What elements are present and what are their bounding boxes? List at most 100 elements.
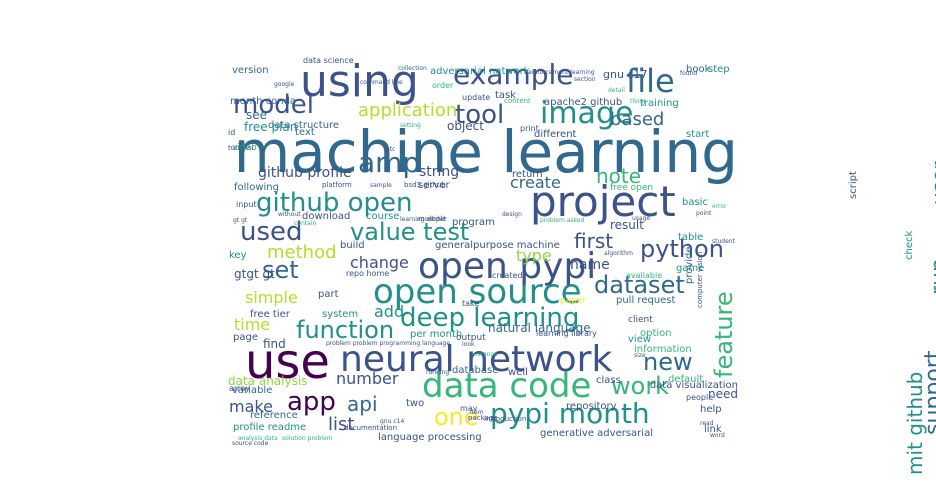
cloud-word: language processing <box>378 432 482 443</box>
cloud-word: find <box>263 337 286 351</box>
cloud-word: add <box>374 302 404 321</box>
cloud-word: method <box>267 242 337 263</box>
cloud-word: return <box>512 169 543 180</box>
cloud-word: apache2 github <box>544 97 622 108</box>
cloud-word: thing <box>630 98 646 105</box>
cloud-word: gnu c17 <box>603 68 647 81</box>
cloud-word: step <box>708 64 730 75</box>
cloud-word: well <box>508 367 528 378</box>
cloud-word: data structure <box>268 120 339 131</box>
cloud-word: create <box>510 173 561 192</box>
cloud-word: problem problem programming language <box>326 340 450 347</box>
cloud-word: api <box>347 392 378 416</box>
cloud-word: reference <box>250 410 298 421</box>
cloud-word: algorithm <box>604 250 633 257</box>
cloud-word: profile readme <box>233 422 306 433</box>
cloud-word: server <box>418 180 451 191</box>
cloud-word: etc <box>386 146 395 153</box>
cloud-word: project <box>530 177 676 226</box>
cloud-word: take <box>462 299 479 308</box>
cloud-word: change <box>350 253 409 272</box>
cloud-word: input <box>236 200 257 209</box>
cloud-word: data code <box>422 366 591 406</box>
cloud-word: user <box>927 161 936 205</box>
cloud-word: adversarial network <box>430 66 530 77</box>
cloud-word: tool <box>455 100 504 130</box>
cloud-word: client <box>628 315 653 325</box>
cloud-word: computer vision <box>696 252 704 308</box>
cloud-word: use <box>245 334 330 390</box>
cloud-word: deep learning <box>400 303 579 333</box>
cloud-word: different <box>534 129 577 140</box>
cloud-word: running <box>426 369 449 376</box>
cloud-word: detail <box>608 87 625 94</box>
cloud-word: game <box>676 263 704 274</box>
cloud-word: update <box>462 93 490 102</box>
cloud-word: default <box>668 374 703 385</box>
cloud-word: data analysis <box>228 374 307 388</box>
cloud-word: usage <box>632 215 650 222</box>
cloud-word: feature <box>710 291 738 378</box>
cloud-word: solution problem <box>282 435 333 442</box>
cloud-word: multiple <box>418 215 447 223</box>
cloud-word: learning library <box>536 329 597 338</box>
cloud-word: github profile <box>258 165 352 181</box>
cloud-word: app <box>287 387 336 417</box>
cloud-word: simple <box>245 288 298 307</box>
cloud-word: people <box>686 393 713 402</box>
cloud-word: sample <box>370 182 392 189</box>
cloud-word: image <box>540 96 633 131</box>
cloud-word: command line <box>360 79 403 86</box>
cloud-word: order <box>432 81 454 90</box>
cloud-word: one <box>434 403 479 431</box>
cloud-word: introduction <box>484 415 526 423</box>
cloud-word: python <box>640 235 724 263</box>
cloud-word: based <box>610 109 664 130</box>
cloud-word: example <box>453 58 574 91</box>
cloud-word: id <box>228 128 235 137</box>
cloud-word: github open <box>256 188 413 218</box>
cloud-word: help <box>700 404 722 415</box>
cloud-word: data visualization <box>650 380 738 391</box>
cloud-word: found <box>680 70 697 77</box>
cloud-word: link <box>704 424 722 435</box>
cloud-word: file <box>626 62 675 100</box>
cloud-word: open source <box>373 272 582 312</box>
cloud-word: source code <box>232 440 269 447</box>
cloud-word: build <box>340 240 365 251</box>
cloud-word: created <box>492 271 522 280</box>
cloud-word: script <box>848 171 859 199</box>
cloud-word: database <box>452 365 498 376</box>
cloud-word: student <box>712 238 736 245</box>
cloud-word: two <box>406 398 424 409</box>
cloud-word: first <box>574 229 613 253</box>
cloud-word: month conda <box>230 96 296 107</box>
cloud-word: without <box>278 211 301 218</box>
cloud-word: data science <box>303 56 354 65</box>
cloud-word: part <box>318 289 339 300</box>
cloud-word: list <box>328 414 354 435</box>
cloud-word: work <box>611 372 669 400</box>
cloud-word: following <box>234 182 279 193</box>
cloud-word: provide <box>684 246 695 284</box>
cloud-word: text <box>295 127 315 138</box>
cloud-word: number <box>336 369 399 388</box>
cloud-word: instance <box>472 351 498 358</box>
cloud-word: view <box>628 334 651 345</box>
cloud-word: result <box>610 218 644 232</box>
cloud-word: array <box>229 384 250 393</box>
cloud-word: check <box>904 231 915 260</box>
cloud-word: name <box>570 257 610 273</box>
cloud-word: basic <box>682 197 708 208</box>
cloud-word: pypi month <box>490 397 650 430</box>
cloud-word: design <box>502 211 522 218</box>
cloud-word: run <box>927 258 936 295</box>
cloud-word: application <box>358 100 457 121</box>
cloud-word: generative adversarial <box>540 428 653 439</box>
cloud-word: system <box>322 309 358 320</box>
cloud-word: program <box>452 217 495 228</box>
cloud-word: using <box>300 56 419 107</box>
cloud-word: variable <box>232 385 272 396</box>
cloud-word: string <box>419 164 459 180</box>
